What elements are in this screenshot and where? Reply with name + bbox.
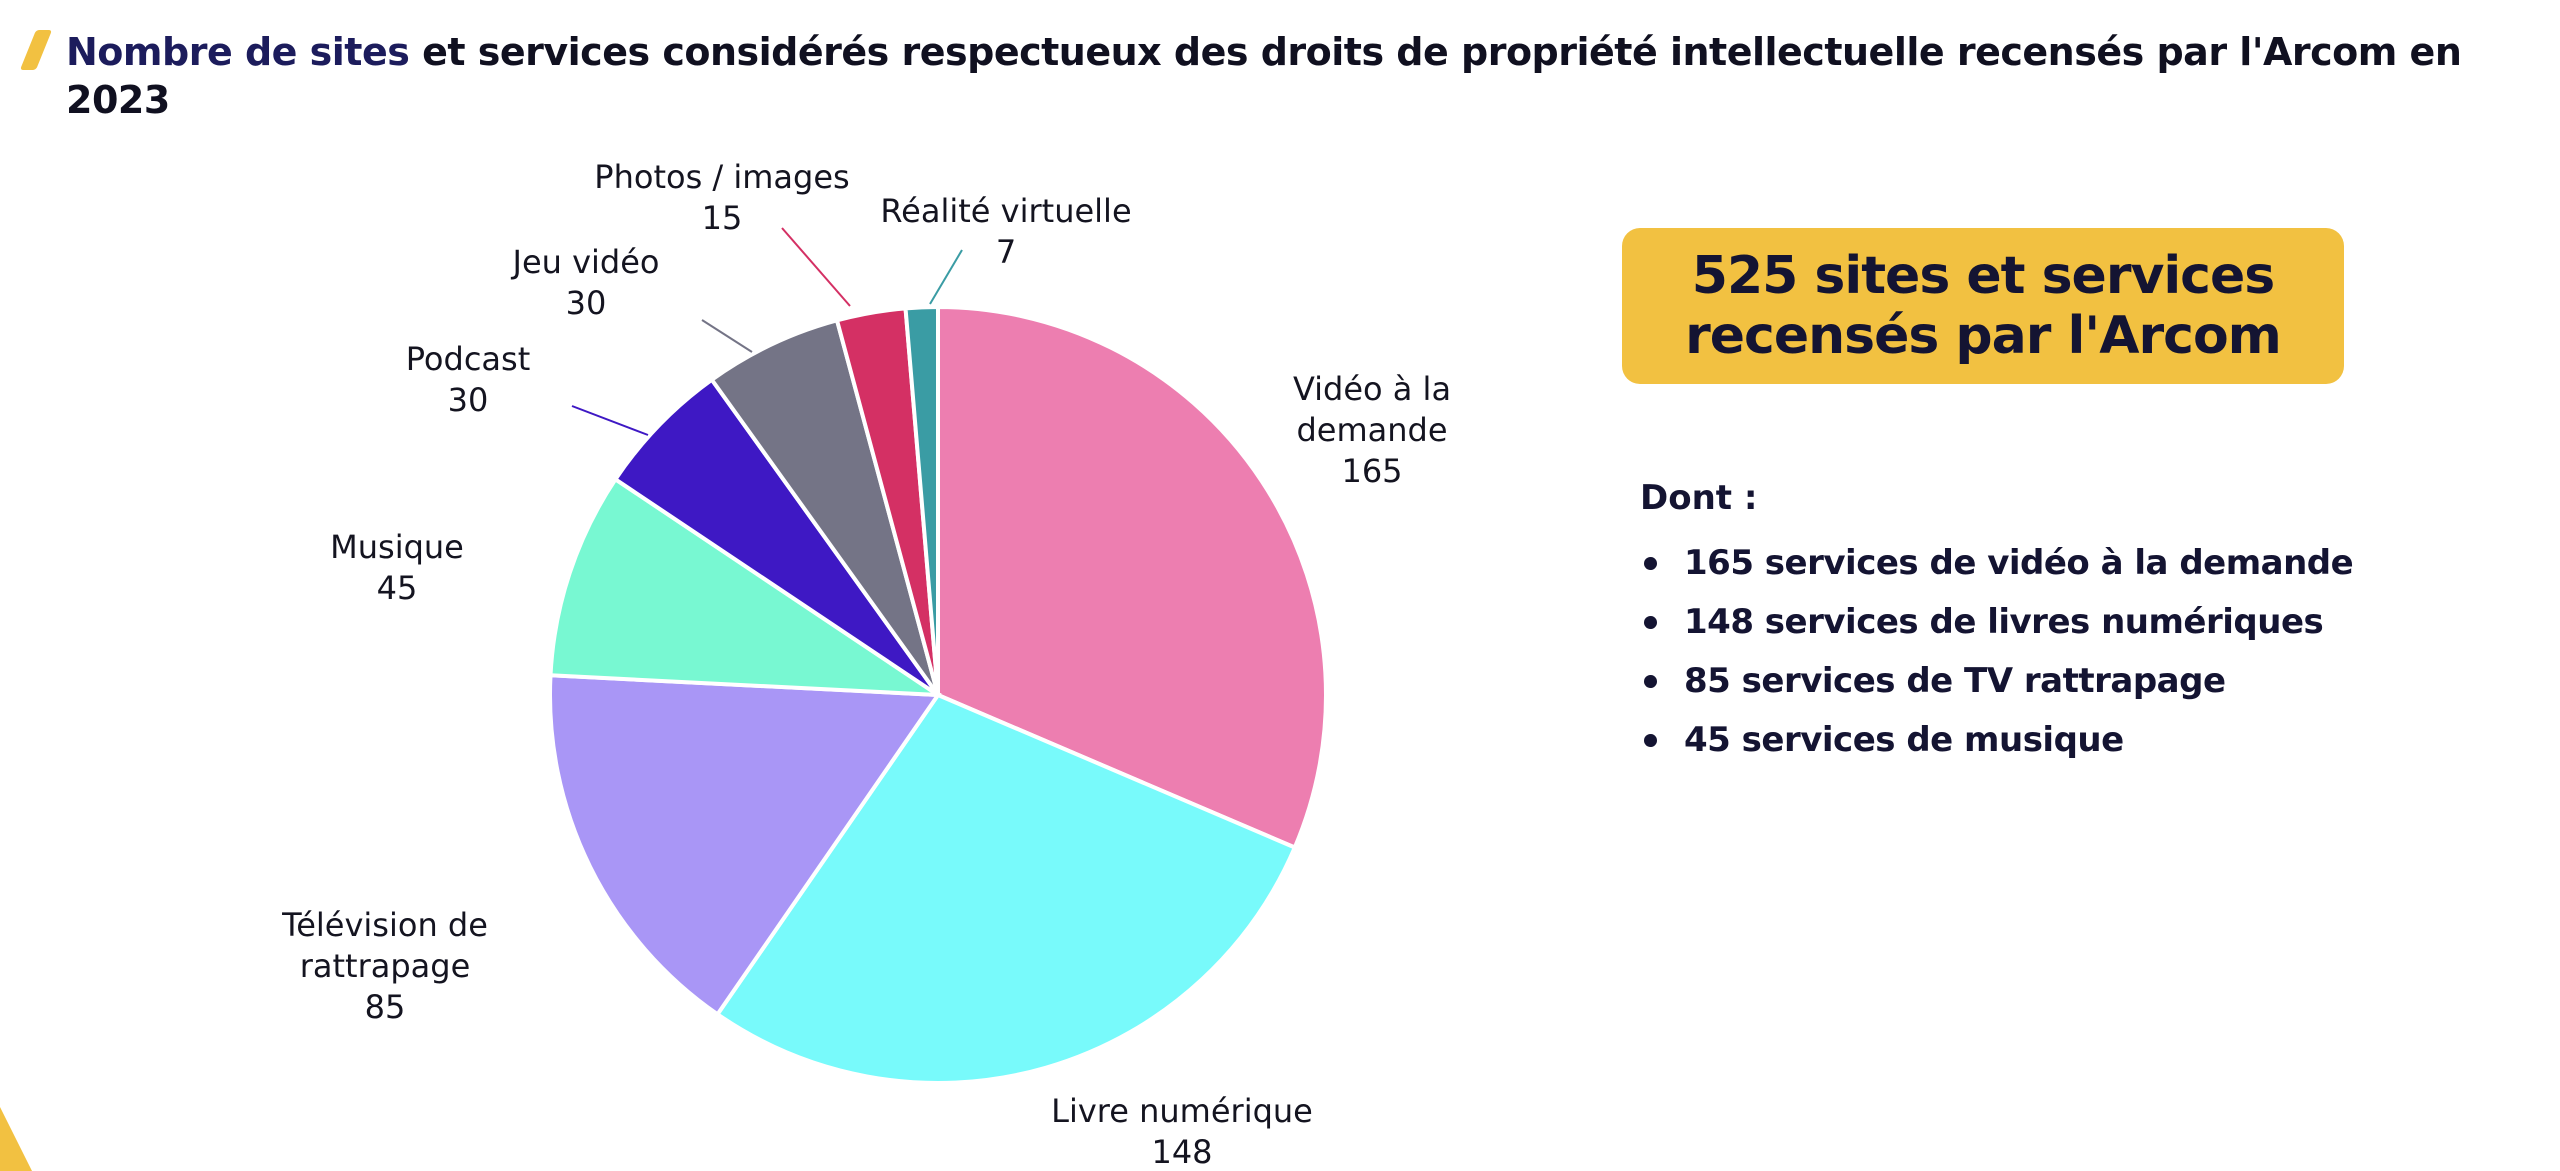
bullet-icon [1644, 616, 1657, 629]
page-title-rest: et services considérés respectueux des d… [66, 30, 2462, 122]
slice-label: Jeu vidéo 30 [511, 243, 660, 322]
pie-slice [903, 304, 940, 696]
slice-label: Vidéo à la demande 165 [1293, 370, 1451, 490]
pie-slice [709, 317, 940, 697]
breakdown-item-text: 85 services de TV rattrapage [1684, 661, 2226, 701]
slice-label: Photos / images 15 [594, 158, 849, 237]
pie-chart: Vidéo à la demande 165 Livre numérique 148 Té… [281, 158, 1451, 1171]
slice-label: Podcast 30 [406, 340, 530, 419]
pie-slice [936, 304, 1328, 851]
total-callout: 525 sites et services recensés par l'Arc… [1622, 228, 2344, 384]
bullet-icon [1644, 675, 1657, 688]
total-callout-text: 525 sites et services recensés par l'Arc… [1685, 246, 2282, 366]
slice-label: Musique 45 [330, 528, 464, 607]
bullet-icon [1644, 557, 1657, 570]
breakdown-item-text: 45 services de musique [1684, 720, 2124, 760]
pie-slice [548, 476, 946, 698]
breakdown-item: 45 services de musique [1640, 711, 2520, 770]
page-title: Nombre de sites et services considérés r… [66, 28, 2486, 124]
breakdown-item-text: 165 services de vidéo à la demande [1684, 543, 2354, 583]
breakdown-item: 148 services de livres numériques [1640, 593, 2520, 652]
breakdown-item-text: 148 services de livres numériques [1684, 602, 2324, 642]
page-title-accent: Nombre de sites [66, 30, 410, 74]
leader-line [929, 249, 963, 305]
breakdown-item: 85 services de TV rattrapage [1640, 652, 2520, 711]
pie-slice [548, 673, 942, 1018]
pie-slice [714, 692, 1298, 1085]
pie-slice [612, 376, 940, 697]
leader-line [781, 227, 851, 307]
corner-accent-mark [0, 1107, 32, 1171]
slice-label: Réalité virtuelle 7 [880, 192, 1131, 271]
breakdown-panel: Dont : 165 services de vidéo à la demand… [1640, 478, 2520, 770]
leader-line [571, 405, 649, 436]
breakdown-intro: Dont : [1640, 478, 1758, 518]
bullet-icon [1644, 734, 1657, 747]
breakdown-list: 165 services de vidéo à la demande 148 s… [1640, 534, 2520, 770]
leader-line [701, 319, 753, 353]
slice-label: Télévision de rattrapage 85 [281, 906, 488, 1026]
slice-label: Livre numérique 148 [1051, 1092, 1313, 1171]
breakdown-item: 165 services de vidéo à la demande [1640, 534, 2520, 593]
